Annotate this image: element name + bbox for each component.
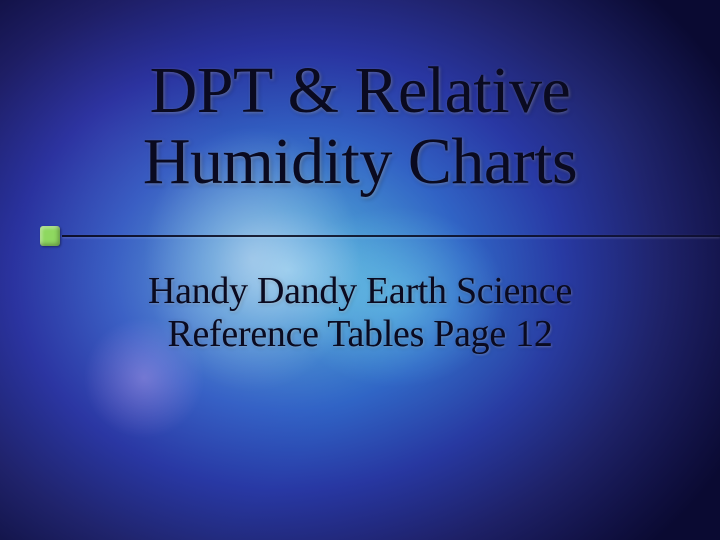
slide-title: DPT & Relative Humidity Charts xyxy=(143,55,577,198)
title-line-2: Humidity Charts xyxy=(143,125,577,198)
bullet-icon xyxy=(40,226,60,246)
divider-container xyxy=(0,226,720,246)
slide-content: DPT & Relative Humidity Charts Handy Dan… xyxy=(0,0,720,540)
title-line-1: DPT & Relative xyxy=(150,54,571,127)
subtitle-line-2: Reference Tables Page 12 xyxy=(167,313,552,355)
subtitle-line-1: Handy Dandy Earth Science xyxy=(148,270,572,312)
divider-line xyxy=(62,235,720,237)
slide-subtitle: Handy Dandy Earth Science Reference Tabl… xyxy=(148,270,572,357)
